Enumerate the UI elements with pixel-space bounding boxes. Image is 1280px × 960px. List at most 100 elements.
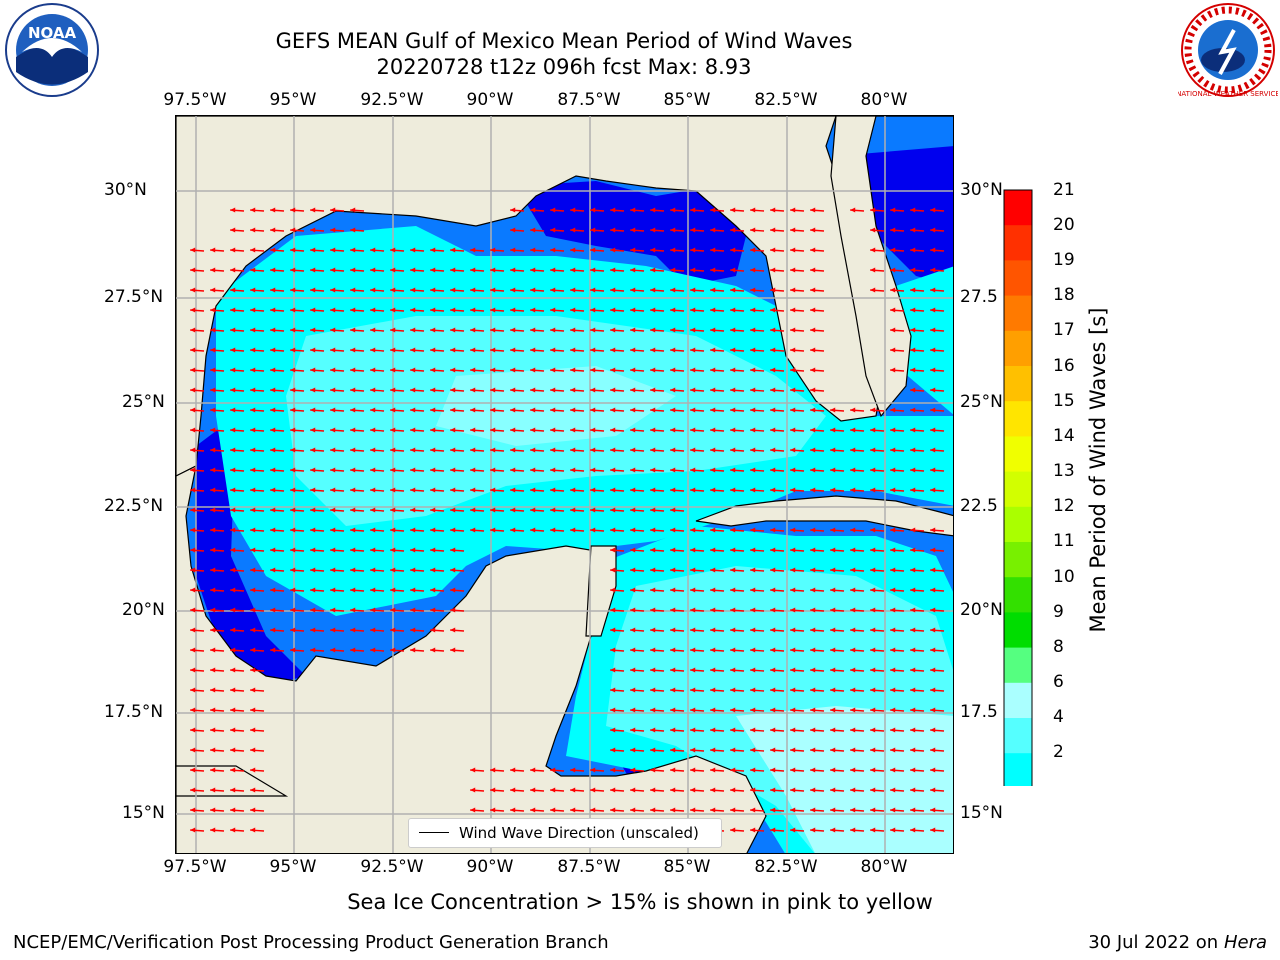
footer-credit: NCEP/EMC/Verification Post Processing Pr… (13, 932, 609, 953)
wave-direction-arrowhead (470, 407, 476, 413)
wave-direction-arrowhead (590, 287, 596, 293)
wave-direction-arrowhead (790, 387, 796, 393)
footer-date: 30 Jul 2022 on Hera (1088, 932, 1267, 953)
wave-direction-arrowhead (670, 807, 676, 813)
wave-direction-arrowhead (330, 607, 336, 613)
wave-direction-arrowhead (610, 787, 616, 793)
wave-direction-arrowhead (270, 407, 276, 413)
svg-text:NOAA: NOAA (28, 24, 77, 42)
wave-direction-arrowhead (770, 387, 776, 393)
wave-direction-arrowhead (290, 567, 296, 573)
wave-direction-arrowhead (370, 507, 376, 513)
wave-direction-arrowhead (190, 507, 196, 513)
wave-direction-arrowhead (930, 747, 936, 753)
wave-direction-arrowhead (610, 267, 616, 273)
wave-direction-arrowhead (750, 407, 756, 413)
wave-direction-arrowhead (830, 807, 836, 813)
wave-direction-arrowhead (770, 587, 776, 593)
wave-direction-arrowhead (350, 467, 356, 473)
wave-direction-arrowhead (610, 327, 616, 333)
wave-direction-arrowhead (210, 607, 216, 613)
wave-direction-arrowhead (190, 267, 196, 273)
wave-direction-arrowhead (690, 527, 696, 533)
wave-direction-arrowhead (330, 367, 336, 373)
wave-direction-arrowhead (570, 207, 576, 213)
wave-direction-arrowhead (750, 567, 756, 573)
wave-direction-arrowhead (910, 587, 916, 593)
wave-direction-arrowhead (670, 207, 676, 213)
colorbar-tick: 10 (1053, 567, 1075, 587)
wave-direction-arrowhead (790, 807, 796, 813)
wave-direction-arrowhead (890, 527, 896, 533)
wave-direction-arrowhead (590, 507, 596, 513)
wave-direction-arrowhead (850, 687, 856, 693)
wave-direction-arrowhead (470, 527, 476, 533)
wave-direction-arrowhead (190, 787, 196, 793)
wave-direction-arrowhead (830, 647, 836, 653)
wave-direction-arrowhead (750, 287, 756, 293)
wave-direction-arrowhead (630, 667, 636, 673)
wave-direction-arrowhead (850, 587, 856, 593)
wave-direction-arrowhead (510, 407, 516, 413)
wave-direction-arrowhead (190, 627, 196, 633)
wave-direction-arrowhead (690, 707, 696, 713)
wave-direction-arrowhead (510, 527, 516, 533)
wave-direction-arrowhead (270, 587, 276, 593)
colorbar-segment (1004, 718, 1032, 754)
wave-direction-arrowhead (730, 647, 736, 653)
wave-direction-arrowhead (670, 327, 676, 333)
wave-direction-arrowhead (690, 247, 696, 253)
wave-direction-arrowhead (890, 267, 896, 273)
colorbar-tick: 2 (1053, 742, 1064, 762)
wave-direction-arrowhead (690, 327, 696, 333)
wave-direction-arrowhead (870, 587, 876, 593)
wave-direction-arrowhead (690, 627, 696, 633)
wave-direction-arrowhead (370, 327, 376, 333)
wave-direction-arrowhead (710, 647, 716, 653)
wave-direction-arrowhead (530, 527, 536, 533)
wave-direction-arrowhead (910, 567, 916, 573)
wave-direction-arrowhead (450, 567, 456, 573)
wave-direction-arrowhead (310, 387, 316, 393)
wave-direction-arrowhead (750, 627, 756, 633)
wave-direction-arrowhead (890, 327, 896, 333)
wave-direction-arrowhead (930, 247, 936, 253)
wave-direction-arrowhead (250, 547, 256, 553)
wave-direction-arrowhead (890, 247, 896, 253)
wave-direction-arrowhead (390, 627, 396, 633)
wave-direction-arrowhead (710, 567, 716, 573)
wave-direction-arrowhead (650, 547, 656, 553)
wave-direction-arrowhead (290, 247, 296, 253)
lat-label: 20°N (122, 600, 165, 620)
wave-direction-arrowhead (870, 447, 876, 453)
wave-direction-arrowhead (510, 327, 516, 333)
wave-direction-arrowhead (890, 687, 896, 693)
wave-direction-arrowhead (930, 487, 936, 493)
wave-direction-arrowhead (690, 607, 696, 613)
wave-direction-arrowhead (670, 547, 676, 553)
wave-direction-arrowhead (850, 707, 856, 713)
wave-direction-arrowhead (410, 307, 416, 313)
wave-direction-arrowhead (930, 447, 936, 453)
wave-direction-arrowhead (390, 567, 396, 573)
wave-direction-arrowhead (710, 207, 716, 213)
wave-direction-arrowhead (490, 407, 496, 413)
wave-direction-arrowhead (210, 307, 216, 313)
wave-direction-arrowhead (570, 807, 576, 813)
wave-direction-arrowhead (470, 287, 476, 293)
wave-direction-arrowhead (550, 247, 556, 253)
lat-label: 30°N (960, 180, 1003, 200)
wave-direction-arrowhead (290, 467, 296, 473)
wave-direction-arrowhead (650, 287, 656, 293)
wave-direction-arrowhead (670, 567, 676, 573)
wave-direction-arrowhead (690, 787, 696, 793)
lat-label: 20°N (960, 600, 1003, 620)
wave-direction-arrowhead (510, 767, 516, 773)
wave-direction-arrowhead (630, 767, 636, 773)
wave-direction-arrowhead (410, 327, 416, 333)
wave-direction-arrowhead (810, 627, 816, 633)
wave-direction-arrowhead (630, 467, 636, 473)
wave-direction-arrowhead (290, 427, 296, 433)
wave-direction-arrowhead (790, 287, 796, 293)
wave-direction-arrowhead (530, 767, 536, 773)
